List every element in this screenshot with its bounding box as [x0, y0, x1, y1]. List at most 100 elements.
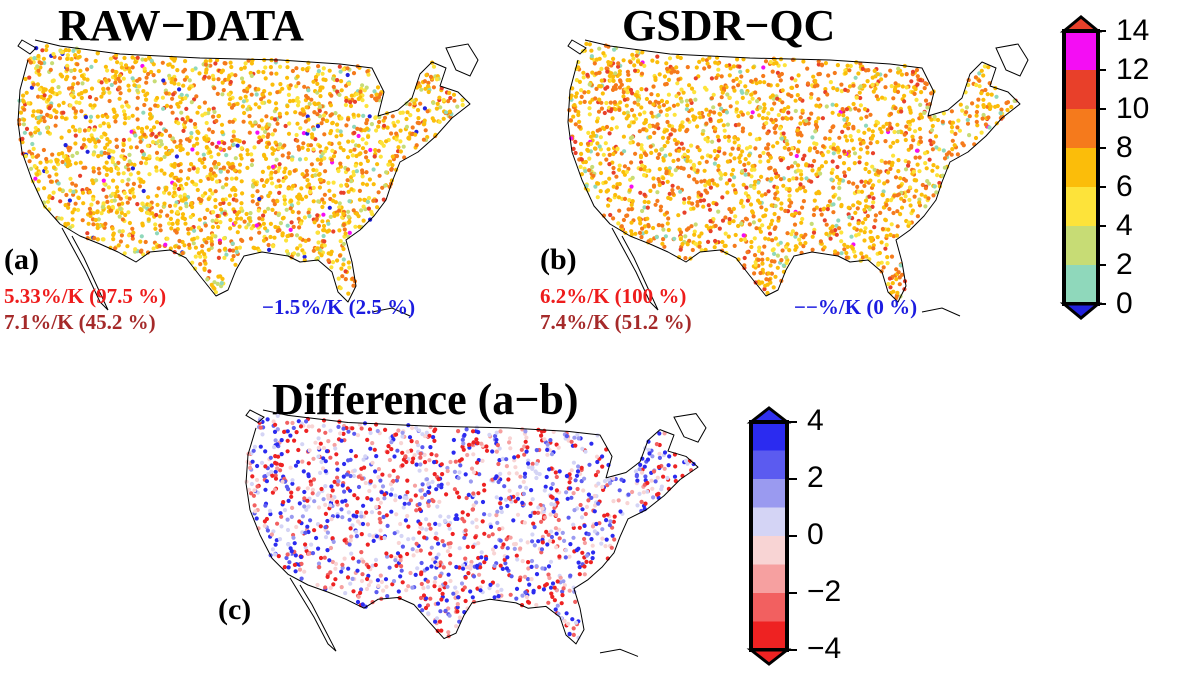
- station-point: [923, 186, 928, 191]
- station-point: [137, 77, 142, 82]
- station-point: [590, 70, 595, 75]
- station-point: [630, 175, 635, 180]
- station-point: [99, 211, 104, 216]
- station-point: [338, 239, 343, 244]
- station-point: [154, 134, 159, 139]
- station-point: [879, 260, 884, 265]
- station-point: [91, 197, 96, 202]
- station-point: [986, 115, 991, 120]
- station-point: [888, 232, 893, 237]
- station-point: [782, 106, 787, 112]
- station-point: [685, 158, 690, 163]
- station-point: [210, 129, 215, 135]
- station-point: [169, 209, 174, 214]
- station-point: [856, 71, 861, 76]
- station-point: [253, 120, 258, 125]
- station-point: [248, 120, 253, 125]
- station-point: [577, 565, 582, 570]
- station-point: [364, 85, 369, 90]
- station-point: [809, 221, 814, 226]
- station-point: [687, 83, 692, 88]
- station-point: [268, 221, 273, 226]
- station-point: [301, 131, 306, 136]
- station-point: [35, 172, 40, 177]
- station-point: [430, 479, 435, 484]
- station-point: [772, 259, 777, 264]
- station-point: [709, 76, 714, 81]
- station-point: [264, 114, 269, 119]
- station-point: [153, 226, 158, 231]
- station-point: [742, 255, 747, 261]
- station-point: [213, 61, 218, 66]
- station-point: [715, 61, 721, 66]
- station-point: [223, 246, 228, 251]
- station-point: [874, 119, 879, 124]
- station-point: [691, 117, 697, 122]
- station-point: [195, 129, 200, 134]
- station-point: [101, 178, 106, 183]
- station-point: [103, 78, 108, 83]
- station-point: [522, 444, 527, 449]
- station-point: [147, 55, 152, 60]
- station-point: [296, 419, 301, 424]
- station-point: [366, 206, 371, 211]
- station-point: [657, 72, 662, 77]
- station-point: [178, 148, 183, 153]
- station-point: [346, 81, 352, 86]
- station-point: [1004, 100, 1009, 106]
- station-point: [335, 128, 340, 133]
- station-point: [343, 277, 348, 282]
- station-point: [286, 186, 291, 191]
- station-point: [312, 220, 317, 225]
- station-point: [857, 155, 862, 160]
- station-point: [608, 519, 613, 524]
- station-point: [446, 572, 451, 577]
- station-point: [766, 82, 771, 87]
- station-point: [899, 205, 905, 210]
- station-point: [524, 485, 529, 490]
- station-point: [351, 283, 356, 288]
- station-point: [858, 84, 863, 89]
- station-point: [73, 109, 78, 114]
- colorbar-over-arrow: [1059, 15, 1103, 33]
- station-point: [761, 150, 766, 155]
- station-point: [50, 90, 55, 95]
- station-point: [216, 77, 221, 82]
- station-point: [816, 59, 821, 64]
- station-point: [861, 140, 866, 145]
- station-point: [814, 103, 819, 108]
- station-point: [865, 145, 870, 150]
- station-point: [893, 81, 898, 86]
- station-point: [108, 56, 113, 61]
- station-point: [343, 591, 348, 596]
- station-point: [142, 66, 147, 71]
- station-point: [817, 71, 822, 77]
- station-point: [778, 240, 783, 245]
- station-point: [374, 92, 379, 97]
- station-point: [341, 190, 346, 195]
- station-point: [691, 163, 697, 169]
- station-point: [270, 132, 275, 137]
- station-point: [180, 212, 186, 217]
- station-point: [206, 247, 211, 252]
- station-point: [318, 94, 323, 99]
- station-point: [436, 541, 441, 546]
- station-point: [718, 170, 723, 176]
- station-point: [73, 183, 78, 188]
- station-point: [629, 232, 634, 237]
- station-point: [209, 167, 214, 172]
- station-point: [595, 469, 601, 474]
- station-point: [241, 99, 246, 104]
- station-point: [285, 234, 290, 239]
- station-point: [330, 536, 335, 541]
- station-point: [855, 206, 860, 211]
- station-point: [573, 122, 578, 127]
- station-point: [95, 200, 100, 205]
- station-point: [926, 196, 931, 201]
- station-point: [73, 115, 78, 120]
- station-point: [248, 236, 254, 241]
- station-point: [270, 151, 275, 156]
- station-point: [183, 197, 188, 202]
- station-point: [848, 63, 853, 69]
- station-point: [787, 178, 792, 183]
